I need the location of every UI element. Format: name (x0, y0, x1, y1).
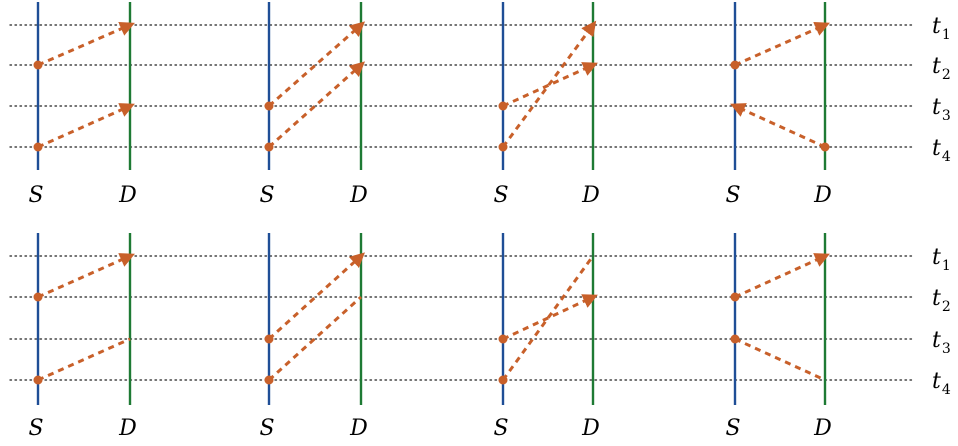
message-arrow (502, 294, 598, 341)
message-origin-dot (264, 334, 274, 344)
time-label: t3 (932, 95, 951, 124)
time-label: t4 (932, 136, 951, 165)
message-arrow (37, 337, 131, 382)
message-origin-dot (33, 292, 43, 302)
message-arrow (267, 295, 363, 382)
time-label-subscript: 1 (942, 258, 951, 274)
source-label: S (725, 183, 740, 208)
message-origin-dot (264, 142, 274, 152)
time-label: t3 (932, 328, 951, 357)
source-label: S (259, 416, 274, 441)
message-origin-dot (730, 334, 740, 344)
message-origin-dot (498, 375, 508, 385)
destination-label: D (581, 416, 600, 441)
message-arrow (37, 253, 135, 299)
source-label: S (28, 416, 43, 441)
message-origin-dot (33, 375, 43, 385)
message-origin-dot (33, 60, 43, 70)
message-origin-dot (264, 375, 274, 385)
message-arrow (37, 21, 135, 67)
message-origin-dot (264, 101, 274, 111)
time-label-subscript: 2 (942, 299, 951, 315)
time-label-subscript: 3 (942, 108, 951, 124)
message-origin-dot (498, 334, 508, 344)
message-arrow (730, 103, 826, 149)
message-origin-dot (730, 292, 740, 302)
destination-label: D (118, 416, 137, 441)
destination-label: D (349, 416, 368, 441)
message-arrow (734, 22, 830, 67)
message-arrow (501, 20, 597, 148)
time-label: t1 (932, 14, 951, 43)
time-label: t1 (932, 245, 951, 274)
destination-label: D (349, 183, 368, 208)
message-origin-dot (730, 60, 740, 70)
source-label: S (493, 416, 508, 441)
message-arrow (268, 21, 366, 108)
message-origin-dot (33, 142, 43, 152)
message-arrow (268, 61, 366, 149)
destination-label: D (581, 183, 600, 208)
destination-label: D (118, 183, 137, 208)
time-label: t2 (932, 286, 951, 315)
source-label: S (725, 416, 740, 441)
time-label-subscript: 3 (942, 341, 951, 357)
time-label-subscript: 2 (942, 67, 951, 83)
source-label: S (259, 183, 274, 208)
message-arrow (734, 253, 830, 299)
message-origin-dot (498, 101, 508, 111)
time-label-subscript: 1 (942, 27, 951, 43)
message-arrow (502, 62, 598, 108)
destination-label: D (813, 183, 832, 208)
destination-label: D (813, 416, 832, 441)
source-label: S (493, 183, 508, 208)
message-arrow (37, 103, 135, 149)
time-label: t2 (932, 54, 951, 83)
message-arrow (734, 337, 826, 382)
time-label: t4 (932, 369, 951, 398)
time-label-subscript: 4 (942, 149, 951, 165)
message-origin-dot (820, 142, 830, 152)
message-origin-dot (498, 142, 508, 152)
message-arrow (267, 252, 366, 341)
message-arrow (501, 255, 595, 381)
source-label: S (28, 183, 43, 208)
time-label-subscript: 4 (942, 382, 951, 398)
